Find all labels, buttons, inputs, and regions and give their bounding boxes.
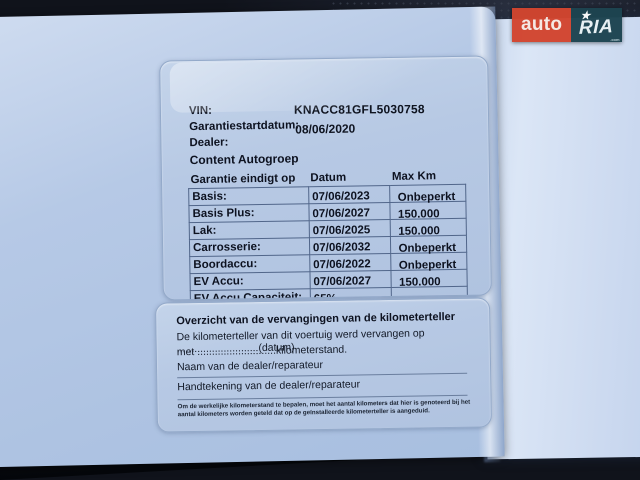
cell-maxkm-text: 150.000 [398,225,440,238]
dealer-name-value: Content Autogroep [189,151,299,168]
autoria-watermark: auto ★ RIA .com [512,8,622,42]
cell-date: 07/06/2023 [308,185,391,204]
column-header-maxkm: Max Km [391,170,437,183]
cell-maxkm-text: Onbeperkt [398,258,457,272]
warranty-label: VIN: Garantiestartdatum: Dealer: KNACC81… [159,55,492,301]
cell-date-text: 07/06/2027 [313,275,372,289]
cell-date-text: 07/06/2032 [312,241,371,255]
warranty-table: Garantie eindigt op Datum Max Km Basis: … [188,170,468,301]
watermark-domain-text: .com [610,37,620,42]
odometer-line-dealer-name: Naam van de dealer/reparateur [176,359,324,374]
table-row: Basis: 07/06/2023 Onbeperkt [188,184,466,206]
cell-date: 07/06/2022 [309,253,392,272]
field-vin-value: KNACC81GFL5030758 [293,102,425,117]
cell-date: 07/06/2032 [309,236,392,255]
cell-maxkm-text: Onbeperkt [398,241,457,255]
cell-item: Carrosserie: [189,237,310,257]
field-start-date-label: Garantiestartdatum: [189,119,300,134]
watermark-ria-text: RIA [579,16,614,39]
cell-date-text: 07/06/2025 [312,224,371,238]
cell-item: Lak: [189,220,310,240]
cell-item: Basis Plus: [188,203,310,223]
field-vin-label: VIN: [188,104,213,118]
cell-item: Boordaccu: [189,254,310,274]
table-row: Carrosserie: 07/06/2032 Onbeperkt [189,235,467,257]
cell-maxkm-text: 150.000 [398,276,441,289]
table-row: Boordaccu: 07/06/2022 Onbeperkt [189,252,467,274]
field-start-date-value: 08/06/2020 [295,121,356,137]
cell-date-text: 07/06/2023 [312,190,370,204]
table-row: Basis Plus: 07/06/2027 150.000 [188,201,467,223]
star-icon: ★ [580,10,591,22]
cell-date: 07/06/2027 [309,270,392,289]
cell-maxkm: Onbeperkt [391,252,467,272]
cell-item: EV Accu: [189,271,311,291]
cell-date-text: 07/06/2022 [313,258,371,272]
table-row: Lak: 07/06/2025 150.000 [189,218,467,240]
cell-maxkm-text: 150.000 [397,208,440,221]
divider-above-signature [177,372,468,379]
odometer-line-mileage: met ...........................kilometer… [176,343,348,359]
cell-maxkm: Onbeperkt [390,184,466,204]
cell-maxkm: Onbeperkt [390,235,467,255]
cell-item: Basis: [188,186,309,206]
cell-maxkm: 150.000 [390,201,467,221]
table-row: EV Accu: 07/06/2027 150.000 [189,269,468,291]
column-header-date: Datum [310,171,347,185]
cell-maxkm-text: Onbeperkt [397,190,456,204]
cell-date: 07/06/2025 [309,219,391,238]
watermark-ria-block: ★ RIA .com [571,8,622,42]
cell-maxkm: 150.000 [391,269,468,289]
field-dealer-label: Dealer: [189,136,229,150]
odometer-signature-label: Handtekening van de dealer/reparateur [177,378,361,394]
booklet-right-page [480,16,640,460]
cell-date-text: 07/06/2027 [312,207,371,221]
odometer-replacement-label: Overzicht van de vervangingen van de kil… [154,297,493,433]
cell-maxkm: 150.000 [390,218,467,238]
cell-date: 07/06/2027 [308,202,391,221]
odometer-title: Overzicht van de vervangingen van de kil… [176,310,456,328]
watermark-auto-text: auto [512,8,572,42]
odometer-fine-print: Om de werkelijke kilometerstand te bepal… [177,398,471,419]
